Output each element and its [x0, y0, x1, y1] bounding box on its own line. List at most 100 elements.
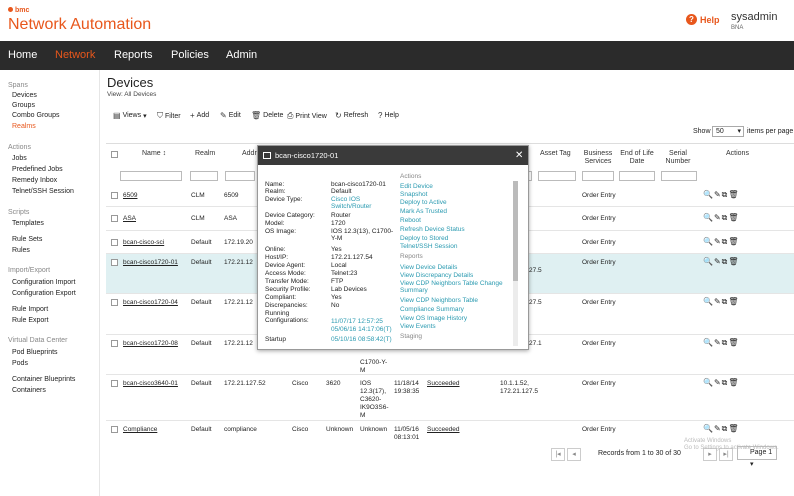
startup-config-link[interactable]: 05/10/16 08:58:42(T)	[331, 336, 392, 343]
page-size-select[interactable]: 50 ▾	[712, 126, 744, 137]
search-icon[interactable]: 🔍	[703, 297, 714, 306]
trash-icon[interactable]: 🗑	[728, 338, 740, 347]
nav-admin[interactable]: Admin	[226, 49, 258, 61]
help-link[interactable]: ? Help	[686, 14, 720, 25]
search-icon[interactable]: 🔍	[703, 190, 714, 199]
device-name-link[interactable]: bcan-cisco1720-04	[123, 299, 178, 306]
device-name-link[interactable]: bcan-cisco3640-01	[123, 380, 178, 387]
add-button[interactable]: + Add	[190, 111, 209, 120]
sidebar-item-telnet-ssh[interactable]: Telnet/SSH Session	[12, 188, 74, 195]
trash-icon[interactable]: 🗑	[728, 190, 740, 199]
column-header-address[interactable]: Addr	[242, 150, 257, 157]
copy-icon[interactable]: ⧉	[721, 190, 729, 199]
action-deploy-stored[interactable]: Deploy to Stored	[400, 235, 449, 242]
pencil-icon[interactable]: ✎	[713, 378, 722, 387]
trash-icon[interactable]: 🗑	[728, 213, 740, 222]
action-reboot[interactable]: Reboot	[400, 217, 421, 224]
action-edit-device[interactable]: Edit Device	[400, 183, 433, 190]
nav-network[interactable]: Network	[55, 49, 96, 61]
copy-icon[interactable]: ⧉	[721, 257, 729, 266]
sidebar-item-pods[interactable]: Pods	[12, 360, 28, 367]
row-checkbox[interactable]	[111, 215, 118, 222]
copy-icon[interactable]: ⧉	[721, 338, 729, 347]
sidebar-item-predefined-jobs[interactable]: Predefined Jobs	[12, 166, 63, 173]
select-all-checkbox[interactable]	[111, 151, 118, 158]
sidebar-item-remedy-inbox[interactable]: Remedy Inbox	[12, 177, 58, 184]
device-name-link[interactable]: bcan-cisco1720-01	[123, 259, 178, 266]
report-view-events[interactable]: View Events	[400, 323, 436, 330]
help-button[interactable]: ? Help	[378, 111, 399, 120]
row-checkbox[interactable]	[111, 192, 118, 199]
action-refresh-status[interactable]: Refresh Device Status	[400, 226, 465, 233]
search-icon[interactable]: 🔍	[703, 213, 714, 222]
sidebar-item-config-export[interactable]: Configuration Export	[12, 290, 76, 297]
copy-icon[interactable]: ⧉	[721, 213, 729, 222]
search-icon[interactable]: 🔍	[703, 338, 714, 347]
row-checkbox[interactable]	[111, 239, 118, 246]
device-name-link[interactable]: bcan-cisco1720-08	[123, 340, 178, 347]
edit-button[interactable]: ✎ Edit	[220, 111, 241, 120]
filter-asset-tag-input[interactable]	[538, 171, 576, 181]
close-icon[interactable]: ✕	[515, 150, 524, 161]
prev-page-button[interactable]: ◂	[567, 448, 581, 461]
sidebar-item-pod-blueprints[interactable]: Pod Blueprints	[12, 349, 58, 356]
table-row[interactable]: Compliance Default compliance Cisco Unkn…	[106, 421, 794, 441]
last-page-button[interactable]: ▸|	[719, 448, 733, 461]
pencil-icon[interactable]: ✎	[713, 213, 722, 222]
report-os-history[interactable]: View OS Image History	[400, 315, 468, 322]
popup-scrollbar[interactable]	[513, 181, 518, 346]
pencil-icon[interactable]: ✎	[713, 237, 722, 246]
sidebar-item-rules[interactable]: Rules	[12, 247, 30, 254]
running-config-link-2[interactable]: 05/06/16 14:17:06(T)	[331, 326, 392, 333]
report-compliance-summary[interactable]: Compliance Summary	[400, 306, 464, 313]
sidebar-item-config-import[interactable]: Configuration Import	[12, 279, 76, 286]
sidebar-item-rule-export[interactable]: Rule Export	[12, 317, 49, 324]
device-type-link[interactable]: Cisco IOS Switch/Router	[331, 196, 372, 210]
filter-serial-input[interactable]	[661, 171, 697, 181]
copy-icon[interactable]: ⧉	[721, 297, 729, 306]
page-select[interactable]: Page 1 ▾	[737, 446, 777, 468]
report-cdp-change-summary[interactable]: View CDP Neighbors Table Change Summary	[400, 280, 503, 294]
nav-policies[interactable]: Policies	[171, 49, 209, 61]
table-row[interactable]: bcan-cisco3640-01 Default 172.21.127.52 …	[106, 375, 794, 421]
column-header-business-services[interactable]: Business Services	[583, 150, 613, 165]
popup-scroll-thumb[interactable]	[513, 181, 518, 281]
search-icon[interactable]: 🔍	[703, 424, 714, 433]
action-deploy-active[interactable]: Deploy to Active	[400, 199, 447, 206]
sidebar-item-templates[interactable]: Templates	[12, 220, 44, 227]
filter-eol-input[interactable]	[619, 171, 655, 181]
trash-icon[interactable]: 🗑	[728, 378, 740, 387]
copy-icon[interactable]: ⧉	[721, 378, 729, 387]
sidebar-item-devices[interactable]: Devices	[12, 92, 37, 99]
row-checkbox[interactable]	[111, 299, 118, 306]
report-device-details[interactable]: View Device Details	[400, 264, 458, 271]
sidebar-item-realms[interactable]: Realms	[12, 123, 36, 130]
report-discrepancy-details[interactable]: View Discrepancy Details	[400, 272, 474, 279]
table-row[interactable]: bcan-cisco1720-08 Default 172.21.12 C170…	[106, 335, 794, 375]
column-header-asset-tag[interactable]: Asset Tag	[540, 150, 571, 157]
filter-button[interactable]: ⛉ Filter	[157, 111, 181, 121]
pencil-icon[interactable]: ✎	[713, 338, 722, 347]
delete-button[interactable]: 🗑 Delete	[251, 111, 283, 120]
action-telnet-ssh[interactable]: Telnet/SSH Session	[400, 243, 458, 250]
search-icon[interactable]: 🔍	[703, 378, 714, 387]
sidebar-item-container-blueprints[interactable]: Container Blueprints	[12, 376, 76, 383]
status-link[interactable]: Succeeded	[427, 426, 460, 433]
refresh-button[interactable]: ↻ Refresh	[335, 111, 368, 120]
trash-icon[interactable]: 🗑	[728, 237, 740, 246]
bmc-logo[interactable]: bmc	[8, 7, 29, 14]
search-icon[interactable]: 🔍	[703, 237, 714, 246]
device-name-link[interactable]: Compliance	[123, 426, 158, 433]
action-mark-trusted[interactable]: Mark As Trusted	[400, 208, 447, 215]
column-header-eol[interactable]: End of Life Date	[620, 150, 654, 165]
trash-icon[interactable]: 🗑	[728, 257, 740, 266]
nav-reports[interactable]: Reports	[114, 49, 153, 61]
device-name-link[interactable]: bcan-cisco-sci	[123, 239, 165, 246]
sidebar-item-containers[interactable]: Containers	[12, 387, 46, 394]
sidebar-item-rule-sets[interactable]: Rule Sets	[12, 236, 43, 243]
sidebar-item-combo-groups[interactable]: Combo Groups	[12, 112, 60, 119]
status-link[interactable]: Succeeded	[427, 380, 460, 387]
first-page-button[interactable]: |◂	[551, 448, 565, 461]
row-checkbox[interactable]	[111, 259, 118, 266]
device-name-link[interactable]: 6509	[123, 192, 138, 199]
